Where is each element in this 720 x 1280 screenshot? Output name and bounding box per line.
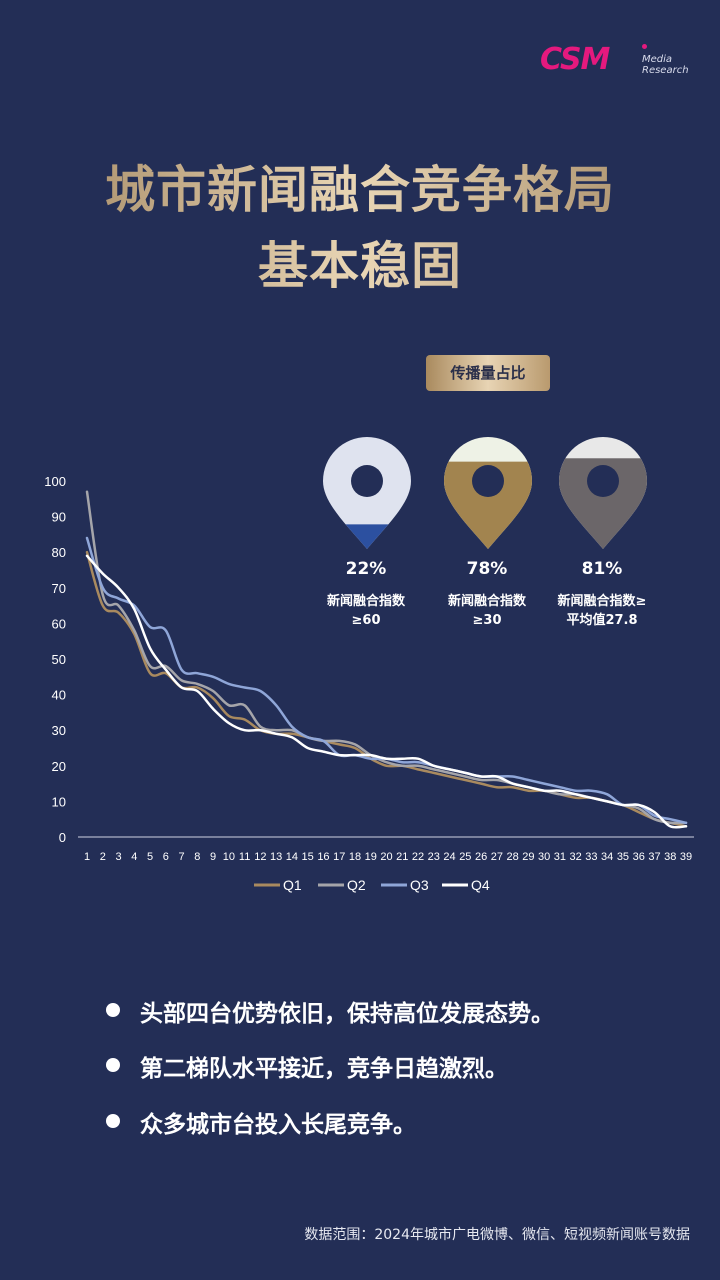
y-tick-label: 50	[52, 652, 66, 667]
x-tick-label: 34	[601, 851, 613, 863]
x-tick-label: 29	[522, 851, 534, 863]
bullet-dot-1	[106, 1003, 120, 1017]
pin-label-1-line1: 新闻融合指数	[326, 594, 405, 609]
pin-marker-3	[559, 437, 647, 549]
x-tick-label: 19	[365, 851, 377, 863]
pin-percent-3: 81%	[581, 559, 623, 579]
pin-hole	[472, 465, 504, 497]
y-tick-label: 10	[52, 794, 66, 809]
pin-percent-1: 22%	[345, 559, 387, 579]
legend-label-q2: Q2	[347, 877, 366, 893]
pin-label-1-line2: ≥60	[351, 613, 381, 628]
x-tick-label: 27	[491, 851, 503, 863]
x-tick-label: 18	[349, 851, 361, 863]
x-tick-label: 24	[443, 851, 455, 863]
y-tick-label: 0	[59, 830, 66, 845]
x-tick-label: 26	[475, 851, 487, 863]
x-tick-label: 22	[412, 851, 424, 863]
x-tick-label: 37	[648, 851, 660, 863]
x-tick-label: 23	[428, 851, 440, 863]
x-tick-label: 16	[317, 851, 329, 863]
x-tick-label: 5	[147, 851, 153, 863]
x-tick-label: 15	[302, 851, 314, 863]
x-tick-label: 1	[84, 851, 90, 863]
x-tick-label: 36	[633, 851, 645, 863]
x-tick-label: 17	[333, 851, 345, 863]
y-tick-label: 100	[44, 474, 66, 489]
pin-label-2-line1: 新闻融合指数	[447, 594, 526, 609]
x-tick-label: 20	[380, 851, 392, 863]
pin-marker-1	[323, 437, 411, 549]
x-tick-label: 25	[459, 851, 471, 863]
data-source-note: 数据范围：2024年城市广电微博、微信、短视频新闻账号数据	[304, 1227, 690, 1243]
logo-dot	[642, 44, 647, 49]
x-tick-label: 2	[100, 851, 106, 863]
logo-sub-line1: Media	[642, 54, 673, 65]
x-tick-label: 4	[131, 851, 137, 863]
x-tick-label: 28	[506, 851, 518, 863]
pin-marker-2	[444, 437, 532, 549]
pin-label-3-line2: 平均值27.8	[566, 613, 638, 628]
logo-sub-line2: Research	[642, 65, 689, 76]
x-tick-label: 11	[239, 851, 250, 863]
y-tick-label: 90	[52, 510, 66, 525]
bullet-text-1: 头部四台优势依旧，保持高位发展态势。	[140, 1001, 554, 1027]
x-tick-label: 8	[194, 851, 200, 863]
legend-label-q4: Q4	[471, 877, 490, 893]
x-tick-label: 30	[538, 851, 550, 863]
bullet-text-3: 众多城市台投入长尾竞争。	[140, 1112, 416, 1138]
pin-percent-2: 78%	[466, 559, 508, 579]
x-tick-label: 33	[585, 851, 597, 863]
series-line-q1	[85, 550, 688, 828]
y-tick-label: 70	[52, 581, 66, 596]
y-tick-label: 60	[52, 616, 66, 631]
pin-label-2-line2: ≥30	[472, 613, 502, 628]
pin-hole	[587, 465, 619, 497]
x-tick-label: 6	[163, 851, 169, 863]
bullet-text-2: 第二梯队水平接近，竞争日趋激烈。	[140, 1056, 508, 1082]
csm-logo: CSM Media Research	[540, 42, 700, 78]
y-tick-label: 80	[52, 545, 66, 560]
pin-label-2: 新闻融合指数 ≥30	[422, 592, 552, 630]
pin-hole	[351, 465, 383, 497]
logo-subtitle: Media Research	[642, 54, 689, 76]
x-tick-label: 3	[115, 851, 121, 863]
x-tick-label: 39	[680, 851, 692, 863]
logo-mark: CSM	[540, 42, 610, 77]
x-tick-label: 38	[664, 851, 676, 863]
x-tick-label: 7	[179, 851, 185, 863]
legend-label-q1: Q1	[283, 877, 302, 893]
series-line-q3	[85, 536, 688, 825]
pin-label-3-line1: 新闻融合指数≥	[557, 594, 647, 609]
y-tick-label: 20	[52, 759, 66, 774]
x-tick-label: 14	[286, 851, 298, 863]
series-line-q4	[85, 554, 688, 829]
x-tick-label: 21	[396, 851, 408, 863]
x-tick-label: 10	[223, 851, 235, 863]
x-tick-label: 13	[270, 851, 282, 863]
x-tick-label: 35	[617, 851, 629, 863]
pin-label-1: 新闻融合指数 ≥60	[301, 592, 431, 630]
y-tick-label: 30	[52, 723, 66, 738]
page-title-line2: 基本稳固	[0, 226, 720, 298]
share-badge: 传播量占比	[426, 355, 550, 391]
x-tick-label: 32	[570, 851, 582, 863]
page-title-line1: 城市新闻融合竞争格局	[0, 150, 720, 222]
legend-label-q3: Q3	[410, 877, 429, 893]
x-tick-label: 31	[554, 851, 566, 863]
x-tick-label: 9	[210, 851, 216, 863]
y-tick-label: 40	[52, 688, 66, 703]
bullet-dot-2	[106, 1058, 120, 1072]
x-tick-label: 12	[254, 851, 266, 863]
bullet-dot-3	[106, 1114, 120, 1128]
pin-label-3: 新闻融合指数≥ 平均值27.8	[537, 592, 667, 630]
